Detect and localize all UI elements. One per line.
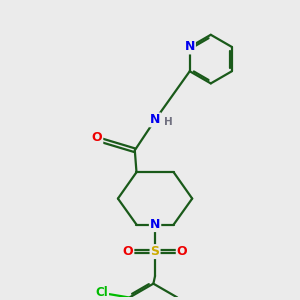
Text: N: N <box>184 40 195 53</box>
Text: Cl: Cl <box>95 286 108 299</box>
Text: O: O <box>177 245 188 258</box>
Text: S: S <box>151 245 160 258</box>
Text: N: N <box>150 113 160 126</box>
Text: N: N <box>150 218 160 231</box>
Text: H: H <box>164 117 172 127</box>
Text: O: O <box>92 131 102 144</box>
Text: O: O <box>123 245 134 258</box>
